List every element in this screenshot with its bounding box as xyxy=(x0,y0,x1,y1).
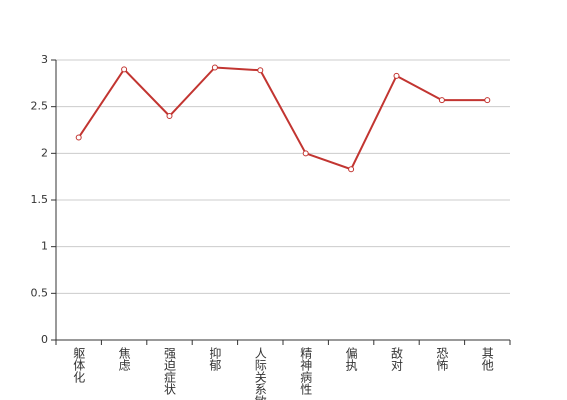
point xyxy=(257,67,264,74)
x-tick-label: 敌对 xyxy=(390,346,404,371)
point xyxy=(393,72,400,79)
line xyxy=(77,66,488,171)
x-tick-label: 焦虑 xyxy=(117,347,131,371)
y-tick-label: 2 xyxy=(41,146,48,159)
x-tick-label: 抑郁 xyxy=(208,346,222,372)
point xyxy=(121,66,128,73)
y-tick-label: 2.5 xyxy=(31,100,49,113)
y-tick-label: 1.5 xyxy=(31,193,49,206)
point xyxy=(484,97,491,104)
x-tick-label: 其他 xyxy=(480,347,494,371)
point xyxy=(348,166,355,173)
point xyxy=(166,113,173,119)
y-tick-label: 3 xyxy=(41,53,48,66)
y-tick-label: 0.5 xyxy=(31,286,49,299)
x-tick-label: 躯体化 xyxy=(72,346,86,384)
point xyxy=(438,97,445,104)
x-tick-label: 强迫症状 xyxy=(163,347,177,395)
x-tick-label: 恐怖 xyxy=(435,347,449,371)
point xyxy=(211,64,218,71)
x-tick-label: 偏执 xyxy=(344,346,358,372)
point xyxy=(75,134,82,141)
y-tick-label: 1 xyxy=(41,240,48,253)
y-tick-label: 0 xyxy=(41,333,48,346)
x-tick-label: 精神病性 xyxy=(299,347,313,396)
x-tick-label: 人际关系敏感 xyxy=(253,347,267,400)
point xyxy=(302,150,309,157)
